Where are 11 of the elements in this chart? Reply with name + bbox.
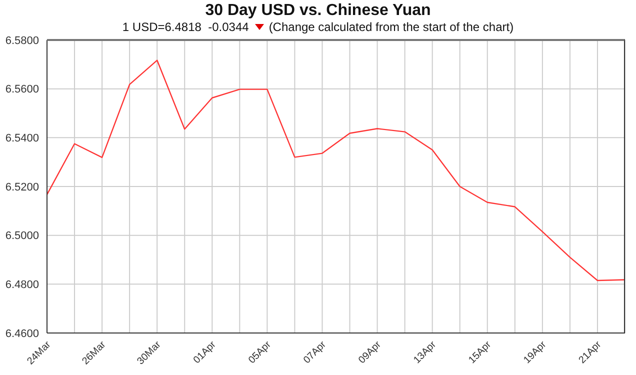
y-tick-label: 6.4800 — [5, 279, 39, 292]
chart-title: 30 Day USD vs. Chinese Yuan — [204, 2, 432, 20]
y-tick-label: 6.5000 — [5, 230, 39, 242]
y-tick-label: 6.4600 — [5, 328, 39, 340]
text: (Change calculated from the start of the chart) — [268, 20, 514, 34]
y-tick-label: 6.5800 — [5, 34, 39, 47]
line-series — [47, 60, 625, 282]
y-tick-label: 6.5200 — [5, 181, 39, 194]
y-tick-label: 6.5400 — [5, 132, 39, 145]
chart-subtitle: 1 USD=6.4818 -0.0344 — [122, 20, 249, 34]
y-tick-label: 6.5600 — [5, 84, 39, 96]
